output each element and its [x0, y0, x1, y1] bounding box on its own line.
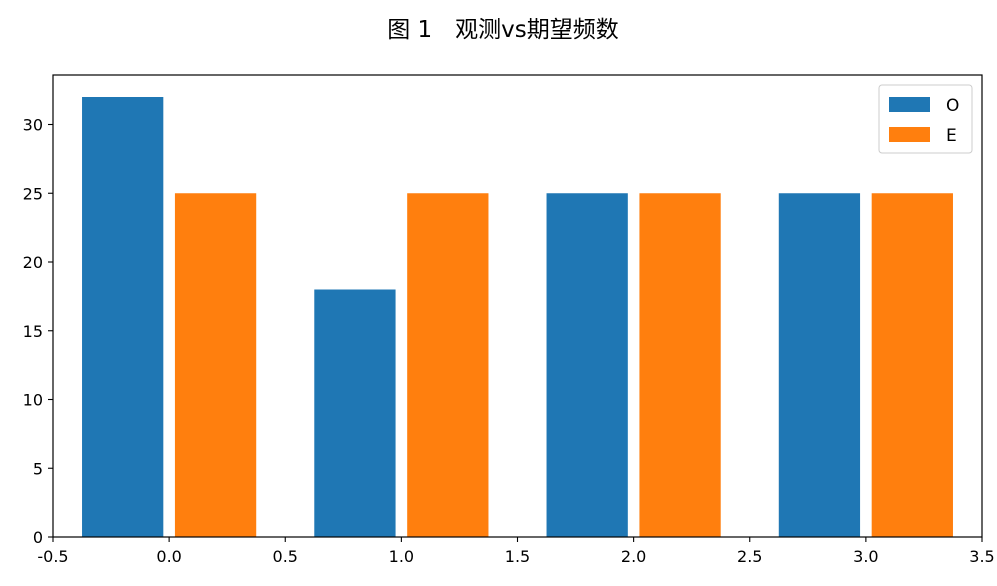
bar-o-1 — [314, 289, 396, 537]
y-tick-label: 15 — [23, 322, 43, 341]
x-tick-label: 3.0 — [853, 547, 878, 566]
legend-label-e: E — [946, 126, 957, 146]
bar-e-3 — [871, 193, 953, 537]
bar-e-1 — [407, 193, 489, 537]
bar-o-2 — [546, 193, 628, 537]
y-tick-label: 20 — [23, 253, 43, 272]
x-tick-label: 1.0 — [389, 547, 414, 566]
x-tick-label: 2.5 — [737, 547, 762, 566]
x-tick-label: -0.5 — [37, 547, 68, 566]
legend: OE — [878, 84, 973, 154]
x-tick-label: 3.5 — [969, 547, 994, 566]
bar-o-3 — [778, 193, 861, 537]
legend-swatch-o — [889, 97, 930, 112]
x-tick-label: 0.0 — [156, 547, 181, 566]
chart-title: 图 1 观测vs期望频数 — [387, 17, 619, 43]
bars-layer — [82, 97, 953, 537]
x-tick-label: 0.5 — [273, 547, 298, 566]
x-tick-label: 2.0 — [621, 547, 646, 566]
y-tick-label: 10 — [23, 391, 43, 410]
bar-o-0 — [82, 97, 164, 537]
legend-label-o: O — [946, 96, 959, 116]
legend-swatch-e — [889, 127, 930, 142]
y-tick-label: 5 — [33, 459, 43, 478]
bar-e-2 — [639, 193, 721, 537]
x-tick-label: 1.5 — [505, 547, 530, 566]
y-tick-label: 25 — [23, 184, 43, 203]
y-axis: 0 5 10 15 20 25 30 — [23, 116, 53, 547]
y-tick-label: 0 — [33, 528, 43, 547]
y-tick-label: 30 — [23, 116, 43, 135]
bar-e-0 — [174, 193, 257, 537]
x-axis: -0.5 0.0 0.5 1.0 1.5 2.0 2.5 3.0 3.5 — [37, 537, 995, 566]
